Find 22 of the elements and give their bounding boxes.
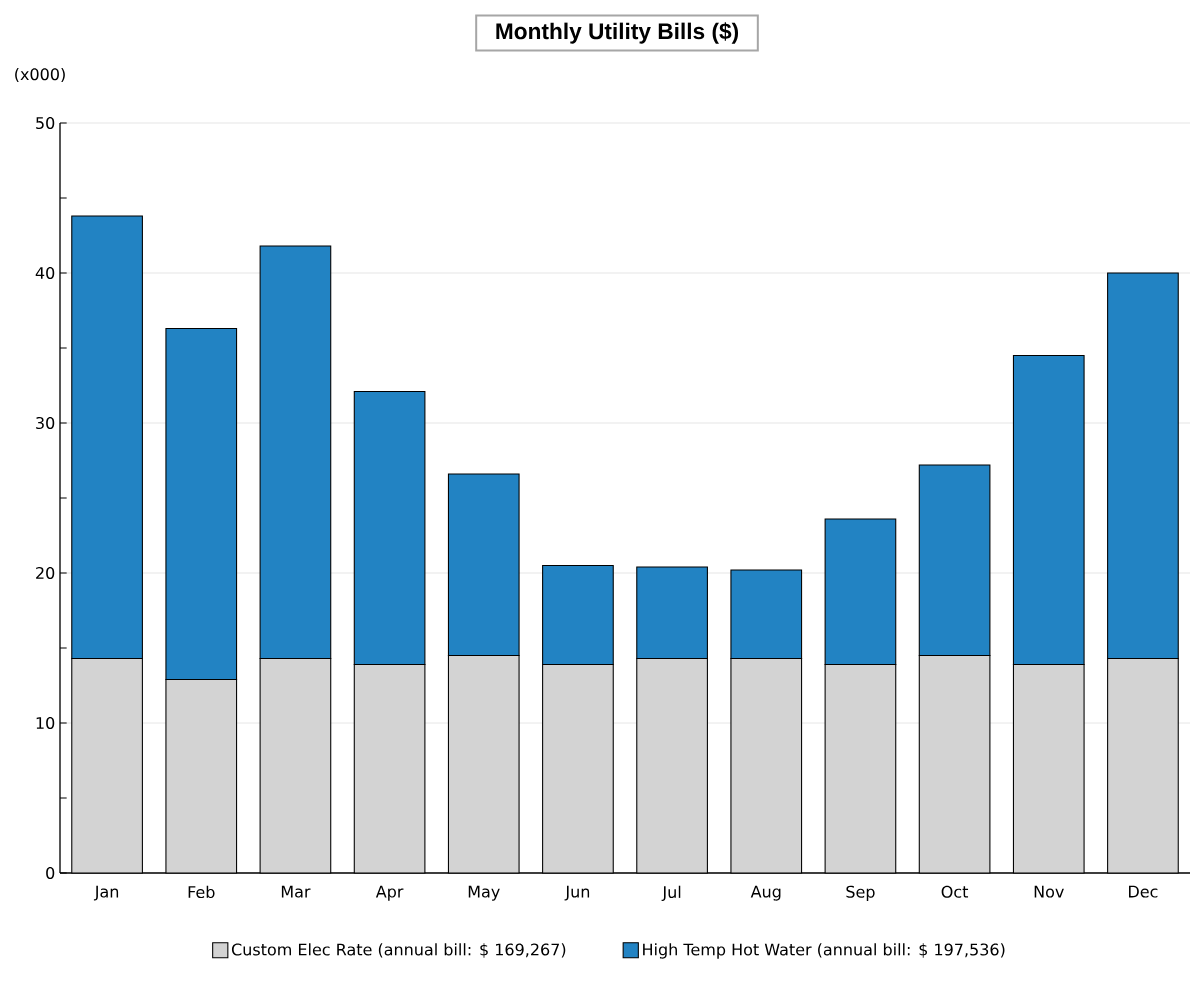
x-tick-label: Apr: [375, 885, 404, 901]
y-tick-label: 10: [36, 716, 55, 730]
legend-label: High Temp Hot Water (annual bill: $ 197,536): [643, 943, 1005, 959]
x-tick-label: May: [468, 885, 500, 901]
y-tick-label: 50: [36, 116, 55, 130]
y-axis-title: (x000): [15, 67, 65, 83]
y-tick-label: 0: [46, 866, 55, 880]
y-tick-label: 20: [36, 566, 55, 580]
x-tick-label: Aug: [750, 885, 781, 901]
chart-title: Monthly Utility Bills ($): [496, 22, 739, 44]
x-tick-label: Oct: [941, 885, 969, 898]
x-tick-label: Jul: [661, 885, 681, 902]
x-tick-label: Feb: [188, 885, 215, 899]
y-tick-label: 40: [35, 266, 55, 280]
x-tick-label: Jan: [93, 885, 119, 901]
x-tick-label: Nov: [1034, 885, 1064, 898]
x-tick-label: Sep: [846, 885, 875, 901]
x-tick-label: Mar: [281, 885, 311, 898]
x-tick-label: Dec: [1129, 885, 1158, 898]
y-tick-label: 30: [36, 416, 55, 430]
x-tick-label: Jun: [564, 885, 590, 901]
legend-label: Custom Elec Rate (annual bill: $ 169,267): [231, 943, 566, 958]
